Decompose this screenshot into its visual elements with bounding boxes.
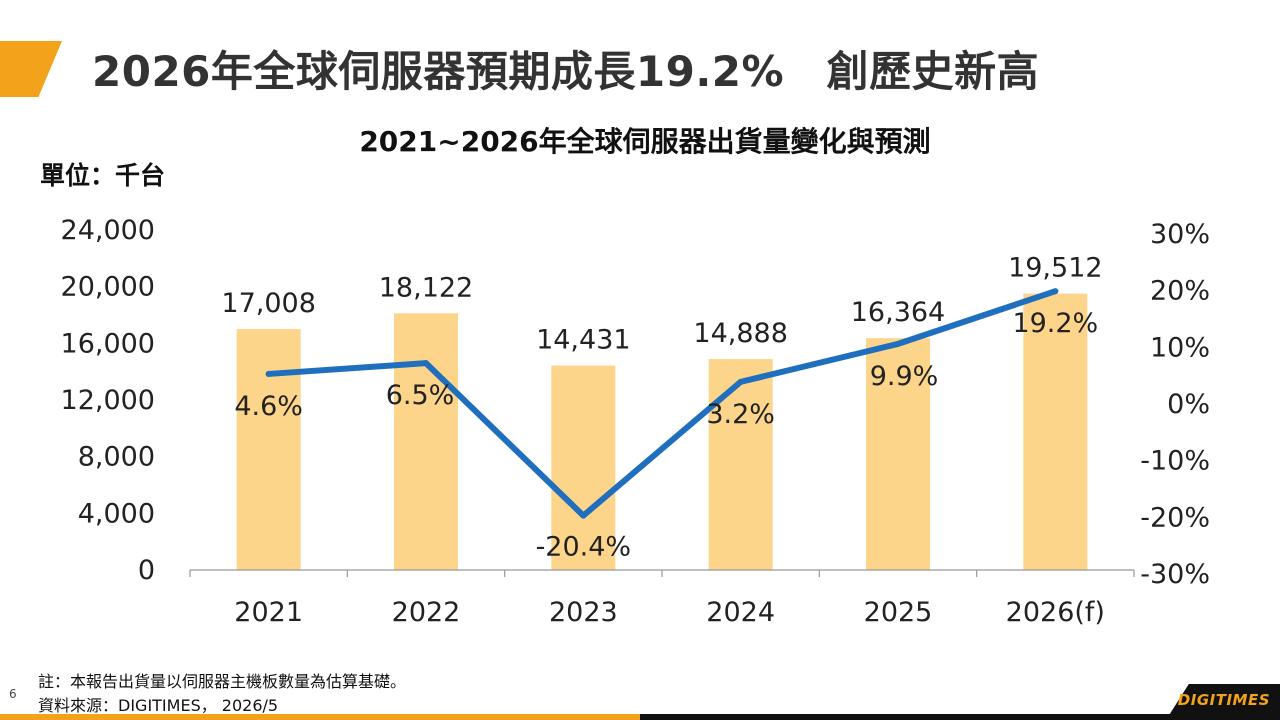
x-tick-label: 2024 [706,597,775,628]
y-right-tick-label: 0% [1167,389,1210,420]
y-left-tick-label: 4,000 [78,498,155,529]
growth-value-label: 19.2% [1012,308,1098,339]
y-left-tick-label: 8,000 [78,442,155,473]
growth-value-label: -20.4% [536,532,632,563]
bar-value-label: 19,512 [1008,253,1102,284]
growth-point [1052,288,1059,295]
source-note: 資料來源：DIGITIMES， 2026/5 [38,696,279,715]
y-right-tick-label: -10% [1140,446,1210,477]
growth-line [265,288,1059,519]
digitimes-logo: DIGITIMES [1177,691,1270,709]
unit-label: 單位：千台 [40,161,166,190]
bar-value-label: 17,008 [221,288,315,319]
chart-title: 2021~2026年全球伺服器出貨量變化與預測 [359,125,931,158]
x-tick-label: 2023 [549,597,618,628]
slide-title: 2026年全球伺服器預期成長19.2% 創歷史新高 [92,47,1040,96]
bar-2022 [394,313,458,570]
y-left-tick-label: 24,000 [61,215,155,246]
y-right-tick-label: 20% [1150,276,1210,307]
y-right-tick-label: 10% [1150,332,1210,363]
y-right-tick-label: 30% [1150,219,1210,250]
growth-value-label: 6.5% [386,380,455,411]
growth-point [265,370,272,377]
bar-value-label: 14,888 [693,318,787,349]
x-tick-label: 2026(f) [1006,597,1105,628]
x-tick-label: 2022 [392,597,461,628]
bar-value-label: 18,122 [379,272,473,303]
growth-point [895,340,901,347]
bar-value-label: 16,364 [851,297,945,328]
y-right-tick-label: -20% [1140,502,1210,533]
y-left-tick-label: 12,000 [61,385,155,416]
growth-value-label: 4.6% [234,391,303,422]
footnote: 註：本報告出貨量以伺服器主機板數量為估算基礎。 [38,672,407,691]
growth-value-label: 3.2% [706,399,775,430]
y-left-tick-label: 0 [138,555,155,586]
page-number: 6 [9,687,17,701]
bar-2023 [551,365,616,570]
footer-bar-gold [0,714,640,720]
bar-2021 [236,329,301,570]
logo-background [1166,684,1280,720]
growth-point [423,360,429,367]
y-left-tick-label: 20,000 [61,272,155,303]
x-tick-label: 2025 [864,597,933,628]
y-left-tick-label: 16,000 [61,328,155,359]
growth-value-label: 9.9% [870,361,939,392]
growth-point [580,512,587,519]
bar-2026(f) [1023,293,1088,570]
bar-2025 [866,338,930,570]
x-tick-label: 2021 [234,597,303,628]
bar-value-label: 14,431 [536,325,630,356]
footer-bar-dark [640,714,1280,720]
y-right-tick-label: -30% [1140,559,1210,590]
bar-2024 [708,359,773,570]
growth-point [737,378,744,385]
